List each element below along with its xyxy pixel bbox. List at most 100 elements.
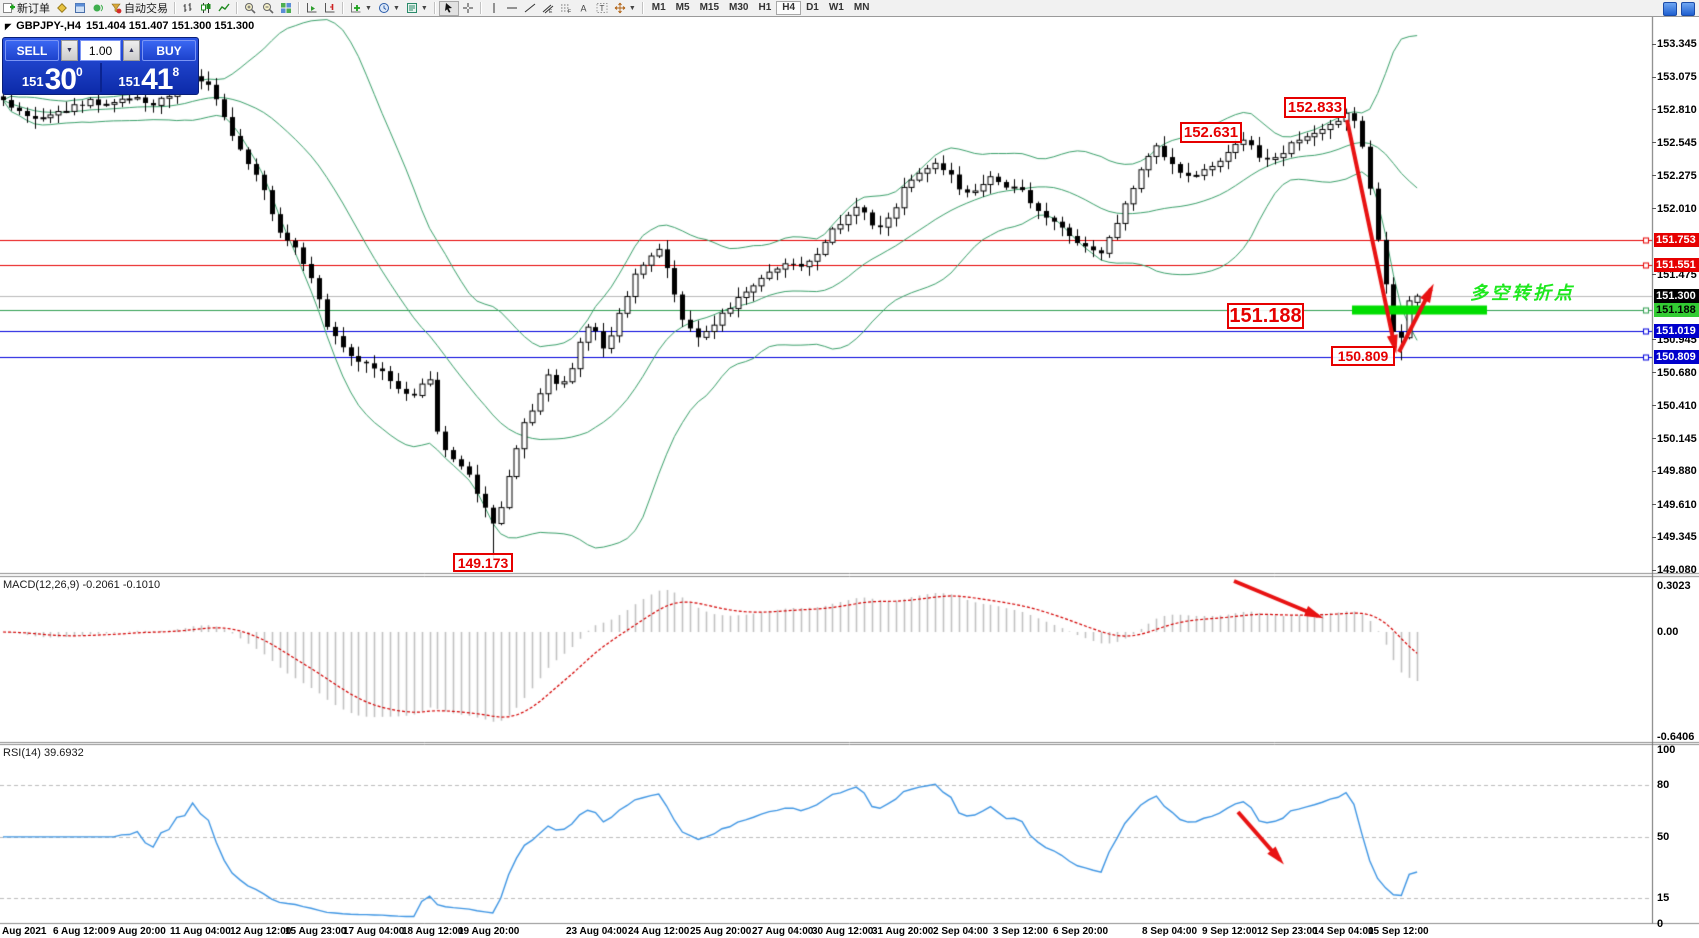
volume-input[interactable]: 1.00 [80,40,121,61]
autotrading-button-label: 自动交易 [124,3,168,15]
styles-button[interactable] [53,1,71,16]
price-axis-tick-mark [1652,438,1656,440]
timeframe-button-m5[interactable]: M5 [675,2,690,13]
timeframe-button-h4[interactable]: H4 [776,1,802,15]
arrows-button[interactable]: ▼ [611,1,639,16]
sound-icon [92,2,104,14]
tile-windows-button[interactable] [277,1,295,16]
equidistant-channel-button[interactable]: E [539,1,557,16]
time-axis-label: 6 Sep 20:00 [1053,926,1109,937]
chart-title: ◤ GBPJPY-,H4 151.404 151.407 151.300 151… [5,20,254,32]
terminal-icon-2[interactable] [1681,2,1695,16]
price-axis-tick-mark [1652,208,1656,210]
timeframe-button-w1[interactable]: W1 [828,2,844,13]
timeframe-button-d1[interactable]: D1 [806,2,819,13]
rsi-axis-tick: 50 [1657,830,1670,843]
sell-price[interactable]: 151 30 0 [5,63,100,96]
cursor-button[interactable] [438,0,459,16]
price-axis-tick: 149.345 [1657,531,1697,544]
market-watch-button[interactable] [71,1,89,16]
zoom-out-icon [262,2,274,14]
chart-ohlc-values: 151.404 151.407 151.300 151.300 [85,20,255,32]
label-icon: T [596,2,608,14]
chart-symbol-period: GBPJPY-,H4 [16,20,81,32]
trendline-button[interactable] [521,1,539,16]
vertical-line-button[interactable] [485,1,503,16]
price-annotation-box[interactable]: 152.833 [1284,97,1346,118]
rsi-axis-tick: 15 [1657,891,1670,904]
indicators-button[interactable]: ▼ [347,1,375,16]
sell-price-prefix: 151 [21,74,44,89]
toolbar-separator [641,2,644,14]
macd-label: MACD(12,26,9) -0.2061 -0.1010 [3,579,161,591]
time-axis-label: 12 Aug 12:00 [230,926,292,937]
timeframe-button-m30[interactable]: M30 [729,2,749,13]
chevron-down-icon[interactable]: ▼ [628,4,636,12]
price-axis-tick-mark [1652,504,1656,506]
volume-increase-button[interactable]: ▲ [123,40,140,61]
fibo-icon: F [560,2,572,14]
autoscroll-icon [306,2,318,14]
chevron-down-icon[interactable]: ▼ [420,4,428,12]
price-annotation-box[interactable]: 150.809 [1331,346,1395,366]
timeframe-button-h1[interactable]: H1 [758,2,772,13]
toolbar-separator [298,2,300,14]
time-axis-label: 27 Aug 04:00 [752,926,814,937]
price-axis-tick: 153.075 [1657,71,1697,84]
horizontal-line-button[interactable] [503,1,521,16]
buy-price[interactable]: 151 41 8 [102,63,197,95]
sell-price-main: 30 [44,63,77,96]
buy-button[interactable]: BUY [142,40,196,61]
fibonacci-button[interactable]: F [557,1,575,16]
label-button[interactable]: T [593,1,611,16]
time-axis-label: Aug 2021 [2,926,47,937]
one-click-trading-panel: SELL ▼ 1.00 ▲ BUY 151 30 0 151 41 8 [2,37,199,95]
level-price-badge: 151.019 [1654,323,1699,338]
line-chart-button[interactable] [215,1,233,16]
turning-point-note[interactable]: 多空转折点 [1470,283,1575,303]
line-chart-icon [218,2,230,14]
autotrading-button[interactable]: 自动交易 [107,1,171,16]
price-annotation-box[interactable]: 152.631 [1180,122,1242,143]
timeframe-button-mn[interactable]: MN [853,2,870,13]
hline-icon [506,2,518,14]
timeframe-button-m1[interactable]: M1 [651,2,666,13]
chevron-down-icon[interactable]: ▼ [365,4,372,12]
price-axis-tick: 150.680 [1657,366,1697,379]
autoscroll-button[interactable] [303,1,321,16]
rsi-axis-tick: 0 [1657,917,1664,930]
text-button[interactable]: A [575,1,593,16]
price-axis-tick: 153.345 [1657,38,1697,50]
current-price-badge: 151.300 [1654,289,1699,304]
price-annotation-box[interactable]: 151.188 [1227,303,1304,329]
toolbar-separator [174,2,176,14]
autotrading-icon [110,2,122,14]
sound-button[interactable] [89,1,107,16]
candlestick-button[interactable] [197,1,215,16]
chart-shift-button[interactable] [321,1,339,16]
terminal-icon-1[interactable] [1663,2,1677,16]
volume-decrease-button[interactable]: ▼ [61,40,78,61]
cursor-icon [443,2,455,14]
time-axis-label: 31 Aug 20:00 [872,926,934,937]
level-price-badge: 150.809 [1654,349,1699,364]
time-axis-label: 12 Sep 23:00 [1257,926,1318,937]
price-annotation-box[interactable]: 149.173 [453,553,513,572]
zoom-in-button[interactable] [241,1,259,16]
sell-price-pipette: 0 [75,65,83,79]
price-axis-tick: 152.545 [1657,136,1697,149]
periods-button[interactable]: ▼ [375,1,403,16]
zoom-out-button[interactable] [259,1,277,16]
sell-button[interactable]: SELL [5,40,59,61]
time-axis-label: 30 Aug 12:00 [812,926,874,937]
trendline-icon [524,2,536,14]
templates-button[interactable]: ▼ [403,1,431,16]
timeframe-button-m15[interactable]: M15 [699,2,720,13]
chevron-down-icon[interactable]: ▼ [392,4,400,12]
new-order-button[interactable]: 新订单 [0,1,53,16]
zoom-in-icon [244,2,256,14]
crosshair-button[interactable] [459,1,477,16]
macd-axis-tick: 0.00 [1657,626,1679,638]
bar-chart-button[interactable] [179,1,197,16]
